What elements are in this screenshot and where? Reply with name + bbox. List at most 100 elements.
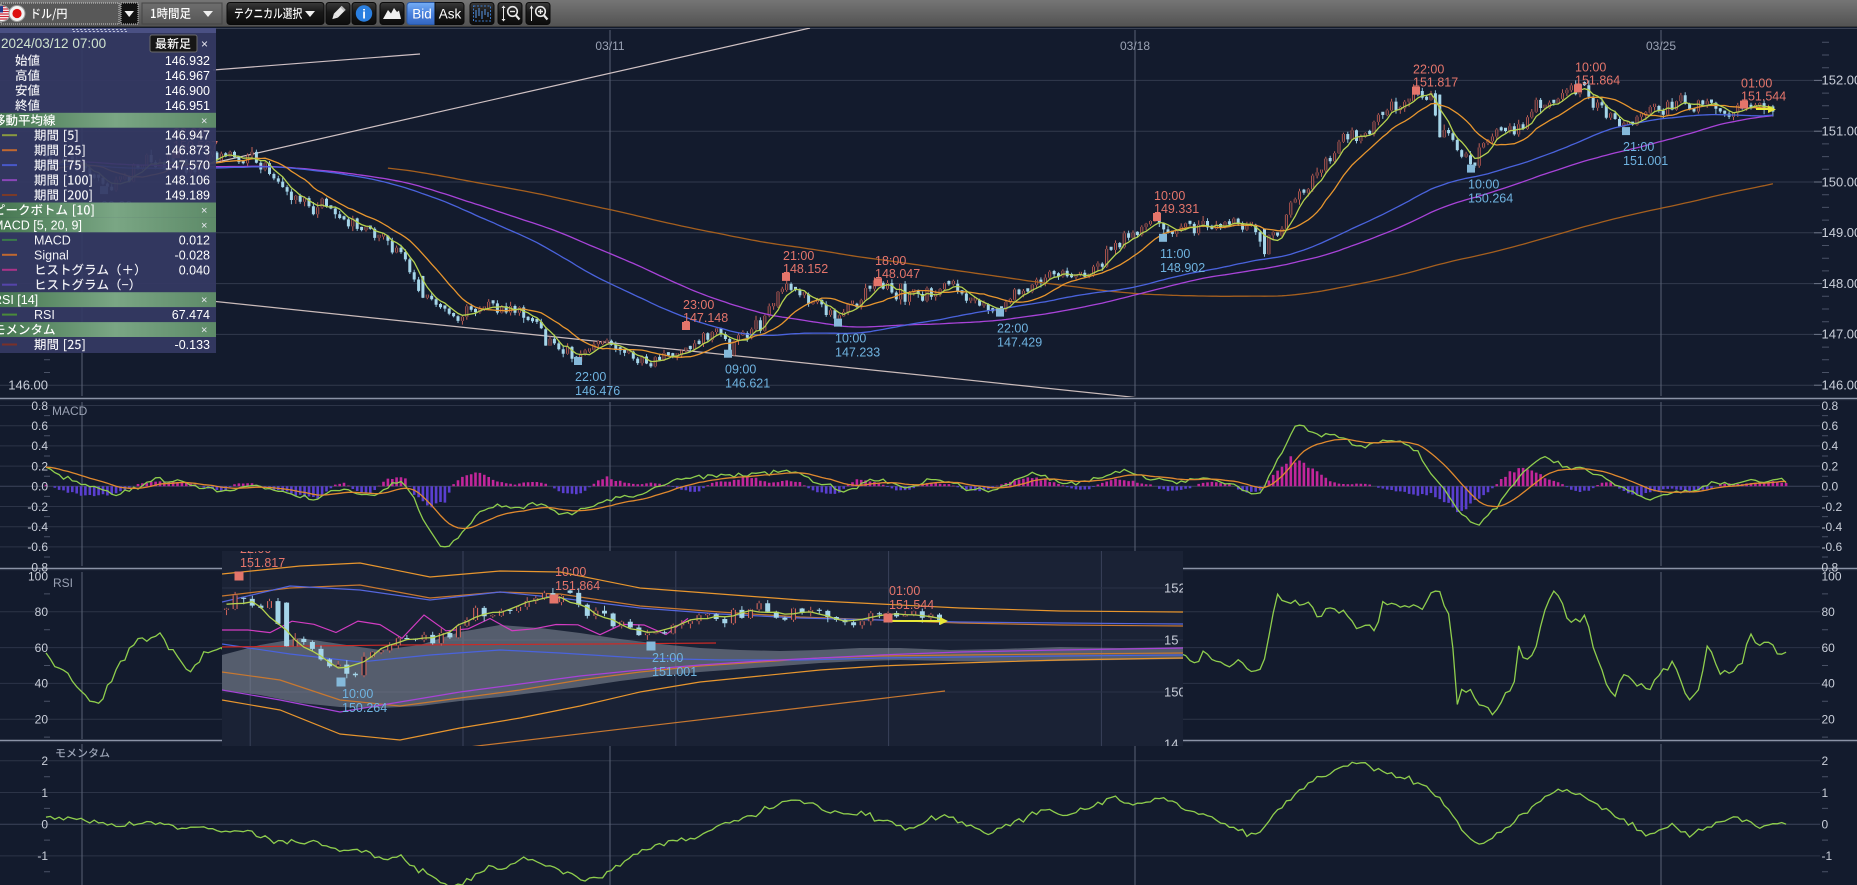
svg-text:10:00: 10:00	[1575, 60, 1606, 74]
svg-text:01:00: 01:00	[889, 584, 920, 598]
svg-text:146.932: 146.932	[165, 54, 210, 68]
svg-text:-0.028: -0.028	[175, 248, 210, 262]
svg-text:22:00: 22:00	[240, 542, 271, 556]
svg-text:150: 150	[1164, 685, 1186, 700]
svg-text:0.0: 0.0	[1822, 480, 1839, 494]
svg-text:147.233: 147.233	[835, 346, 880, 360]
svg-text:151.817: 151.817	[1413, 76, 1458, 90]
svg-text:15: 15	[1164, 633, 1178, 648]
svg-text:20: 20	[35, 713, 49, 727]
svg-text:RSI: RSI	[34, 308, 55, 322]
svg-text:10:00: 10:00	[342, 687, 373, 701]
svg-text:Signal: Signal	[34, 248, 69, 262]
svg-text:03/18: 03/18	[1120, 39, 1150, 53]
svg-text:MACD: MACD	[52, 404, 88, 418]
svg-text:21:00: 21:00	[1623, 140, 1654, 154]
svg-text:2: 2	[1822, 754, 1829, 768]
svg-text:146.621: 146.621	[725, 377, 770, 391]
svg-text:151.817: 151.817	[240, 556, 285, 570]
svg-text:10:00: 10:00	[1468, 178, 1499, 192]
svg-text:Ask: Ask	[439, 7, 462, 22]
svg-text:146.873: 146.873	[165, 144, 210, 158]
svg-text:0.040: 0.040	[179, 263, 210, 277]
svg-text:MACD: MACD	[34, 233, 71, 247]
svg-text:-0.6: -0.6	[27, 540, 48, 554]
svg-text:152: 152	[1164, 581, 1186, 596]
svg-text:0.8: 0.8	[1822, 399, 1839, 413]
svg-text:14: 14	[1164, 737, 1178, 752]
svg-text:×: ×	[201, 325, 207, 337]
svg-text:147.429: 147.429	[997, 336, 1042, 350]
svg-text:-1: -1	[37, 849, 48, 863]
svg-text:146.00: 146.00	[1822, 378, 1857, 393]
svg-text:×: ×	[201, 37, 208, 51]
svg-text:0.6: 0.6	[1822, 419, 1839, 433]
svg-text:10:00: 10:00	[555, 565, 586, 579]
svg-text:0.0: 0.0	[31, 480, 48, 494]
svg-text:60: 60	[35, 641, 49, 655]
svg-text:40: 40	[35, 677, 49, 691]
svg-text:151.544: 151.544	[889, 598, 934, 612]
svg-text:-0.4: -0.4	[27, 520, 48, 534]
svg-text:0.4: 0.4	[1822, 439, 1839, 453]
svg-text:0.4: 0.4	[31, 439, 48, 453]
svg-text:-0.133: -0.133	[175, 338, 210, 352]
svg-text:01:00: 01:00	[1741, 77, 1772, 91]
svg-text:Bid: Bid	[412, 7, 432, 22]
svg-text:147.570: 147.570	[165, 159, 210, 173]
svg-text:×: ×	[201, 220, 207, 232]
svg-text:148.00: 148.00	[1822, 276, 1857, 291]
svg-text:40: 40	[1822, 677, 1836, 691]
svg-text:20: 20	[1822, 713, 1836, 727]
svg-text:18:00: 18:00	[875, 254, 906, 268]
svg-text:146.900: 146.900	[165, 84, 210, 98]
svg-text:0.2: 0.2	[1822, 459, 1839, 473]
svg-text:03/11: 03/11	[595, 39, 624, 53]
svg-text:151.864: 151.864	[1575, 73, 1620, 87]
svg-text:MACD [5, 20, 9]: MACD [5, 20, 9]	[0, 218, 82, 232]
svg-text:-0.4: -0.4	[1822, 520, 1843, 534]
svg-text:148.047: 148.047	[875, 267, 920, 281]
svg-text:147.148: 147.148	[683, 311, 728, 325]
svg-text:151.001: 151.001	[1623, 154, 1668, 168]
svg-text:148.152: 148.152	[783, 262, 828, 276]
svg-text:03/25: 03/25	[1646, 39, 1676, 53]
svg-text:149.331: 149.331	[1154, 202, 1199, 216]
svg-text:151.001: 151.001	[652, 665, 697, 679]
svg-text:×: ×	[201, 115, 207, 127]
svg-text:100: 100	[1822, 569, 1842, 583]
svg-text:0: 0	[41, 818, 48, 832]
svg-text:2024/03/12 07:00: 2024/03/12 07:00	[1, 36, 106, 51]
svg-text:80: 80	[35, 605, 49, 619]
svg-text:146.947: 146.947	[165, 129, 210, 143]
svg-text:2: 2	[41, 754, 48, 768]
svg-text:22:00: 22:00	[1413, 63, 1444, 77]
svg-text:0.2: 0.2	[31, 459, 48, 473]
svg-text:RSI [14]: RSI [14]	[0, 293, 38, 307]
svg-text:152.00: 152.00	[1822, 73, 1857, 88]
svg-text:146.951: 146.951	[165, 99, 210, 113]
svg-text:100: 100	[28, 569, 48, 583]
svg-text:60: 60	[1822, 641, 1836, 655]
svg-text:21:00: 21:00	[783, 249, 814, 263]
svg-text:151.544: 151.544	[1741, 90, 1786, 104]
svg-text:146.967: 146.967	[165, 69, 210, 83]
svg-text:10:00: 10:00	[835, 332, 866, 346]
svg-text:10:00: 10:00	[1154, 189, 1185, 203]
svg-text:0.8: 0.8	[31, 560, 48, 574]
svg-text:151.864: 151.864	[555, 579, 600, 593]
svg-text:150.264: 150.264	[342, 701, 387, 715]
svg-text:-1: -1	[1822, 849, 1833, 863]
svg-text:149.189: 149.189	[165, 189, 210, 203]
svg-text:151.00: 151.00	[1822, 124, 1857, 139]
svg-text:i: i	[362, 6, 366, 21]
svg-text:×: ×	[201, 205, 207, 217]
svg-text:146.00: 146.00	[8, 378, 48, 393]
svg-text:1: 1	[1822, 786, 1829, 800]
svg-text:149.00: 149.00	[1822, 225, 1857, 240]
svg-text:147.00: 147.00	[1822, 327, 1857, 342]
svg-text:150.264: 150.264	[1468, 192, 1513, 206]
svg-text:0: 0	[1822, 818, 1829, 832]
svg-text:0.012: 0.012	[179, 233, 210, 247]
svg-text:-0.2: -0.2	[27, 500, 48, 514]
